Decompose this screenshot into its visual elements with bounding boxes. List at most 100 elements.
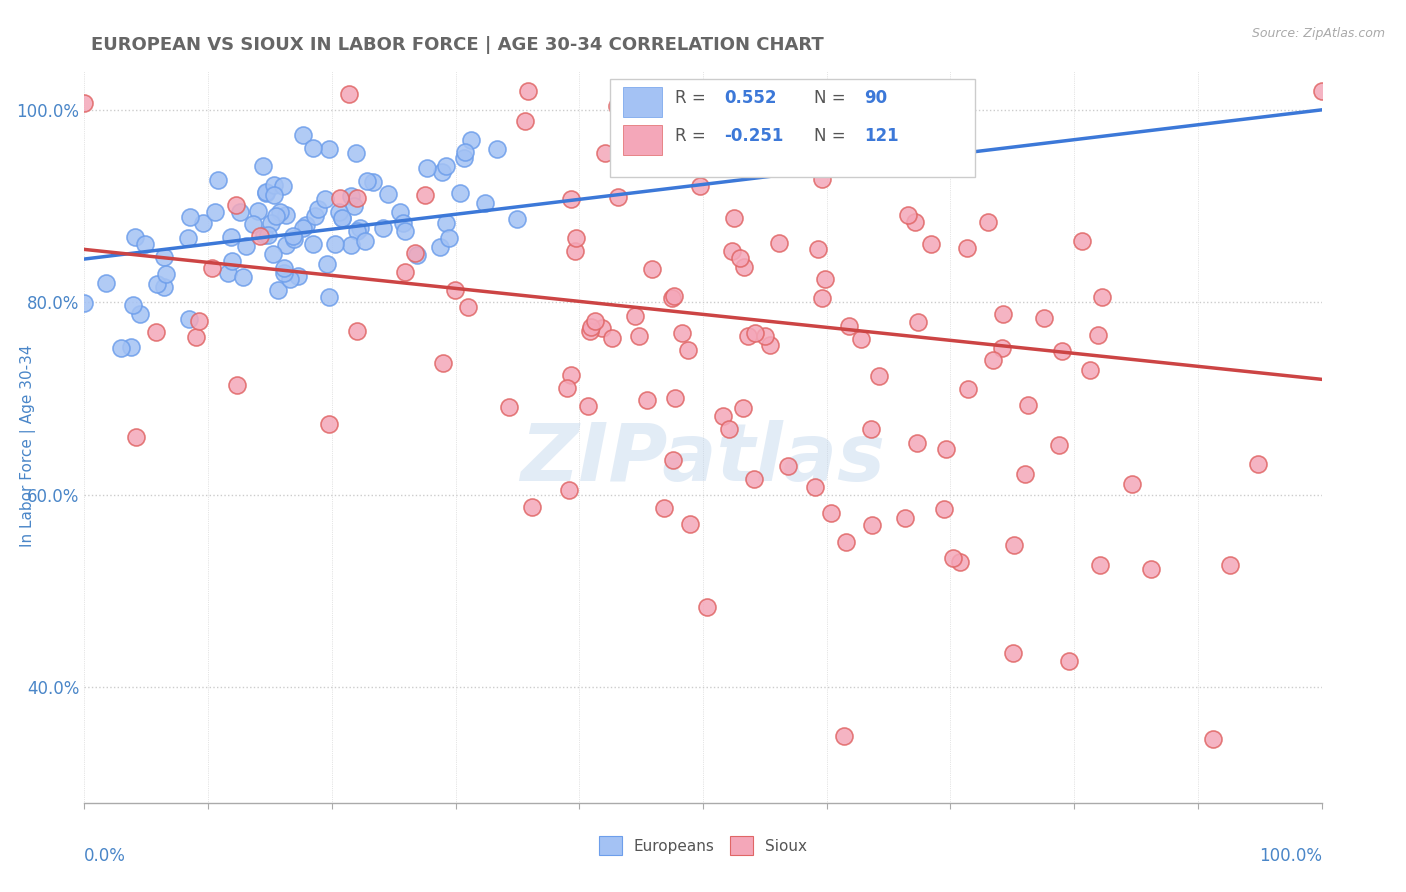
Text: ZIPatlas: ZIPatlas: [520, 420, 886, 498]
Point: [1121, 477, 1143, 491]
Point: [956, 241, 979, 255]
Point: [733, 260, 755, 275]
Point: [295, 218, 318, 232]
Point: [920, 237, 942, 252]
Text: 0.552: 0.552: [724, 89, 776, 107]
Point: [179, 211, 201, 225]
Text: N =: N =: [814, 128, 846, 145]
Text: 121: 121: [863, 128, 898, 145]
Point: [264, 210, 287, 224]
Point: [318, 289, 340, 303]
Point: [263, 178, 285, 192]
Point: [283, 228, 305, 243]
Point: [346, 324, 368, 338]
Point: [1014, 467, 1036, 482]
Point: [591, 321, 613, 335]
Point: [1246, 457, 1268, 471]
Point: [254, 185, 277, 199]
Point: [744, 326, 766, 340]
Point: [254, 186, 277, 201]
Point: [564, 244, 586, 259]
Point: [1090, 558, 1112, 572]
Point: [377, 186, 399, 201]
Point: [607, 189, 630, 203]
Point: [513, 113, 536, 128]
Point: [434, 159, 457, 173]
Point: [356, 174, 378, 188]
Point: [124, 230, 146, 244]
Text: N =: N =: [814, 89, 846, 107]
Point: [832, 730, 855, 744]
Point: [835, 534, 858, 549]
Point: [935, 442, 957, 456]
Point: [485, 142, 508, 156]
Point: [851, 332, 873, 346]
Point: [304, 209, 326, 223]
Point: [346, 224, 368, 238]
Point: [897, 208, 920, 222]
Point: [344, 146, 367, 161]
Point: [221, 253, 243, 268]
Point: [274, 237, 297, 252]
Point: [247, 203, 270, 218]
Point: [318, 417, 340, 431]
Point: [679, 517, 702, 532]
Point: [228, 204, 250, 219]
Point: [249, 228, 271, 243]
Point: [145, 326, 167, 340]
Point: [337, 87, 360, 101]
Point: [273, 267, 295, 281]
Point: [977, 215, 1000, 229]
Point: [276, 208, 298, 222]
Point: [225, 198, 247, 212]
Point: [434, 216, 457, 230]
Point: [191, 216, 214, 230]
Point: [1071, 234, 1094, 248]
FancyBboxPatch shape: [610, 78, 976, 178]
Point: [153, 250, 176, 264]
Point: [128, 307, 150, 321]
Point: [671, 326, 693, 340]
Point: [177, 312, 200, 326]
Point: [894, 102, 917, 116]
Point: [560, 192, 582, 206]
Point: [292, 220, 315, 235]
Point: [1139, 562, 1161, 576]
Point: [860, 518, 883, 533]
Point: [929, 84, 952, 98]
Point: [453, 152, 475, 166]
Point: [1049, 438, 1071, 452]
Point: [415, 161, 437, 176]
Point: [449, 186, 471, 200]
Point: [287, 268, 309, 283]
Point: [662, 453, 685, 467]
Point: [413, 188, 436, 202]
Point: [934, 502, 956, 516]
Point: [1310, 84, 1333, 98]
Point: [188, 314, 211, 328]
Point: [811, 172, 834, 186]
Point: [1017, 398, 1039, 412]
Point: [122, 298, 145, 312]
Point: [339, 238, 361, 252]
Point: [291, 128, 314, 142]
Point: [728, 251, 751, 265]
Point: [606, 99, 628, 113]
FancyBboxPatch shape: [623, 125, 662, 155]
Point: [949, 555, 972, 569]
Point: [731, 401, 754, 415]
Point: [328, 204, 350, 219]
Point: [814, 272, 837, 286]
Point: [583, 314, 606, 328]
Point: [457, 300, 479, 314]
Point: [273, 261, 295, 276]
Point: [678, 343, 700, 357]
Point: [904, 215, 927, 229]
Point: [690, 84, 713, 98]
Point: [907, 315, 929, 329]
Point: [454, 145, 477, 160]
Text: 0.0%: 0.0%: [84, 847, 127, 864]
Point: [371, 220, 394, 235]
Point: [232, 269, 254, 284]
Point: [560, 368, 582, 383]
